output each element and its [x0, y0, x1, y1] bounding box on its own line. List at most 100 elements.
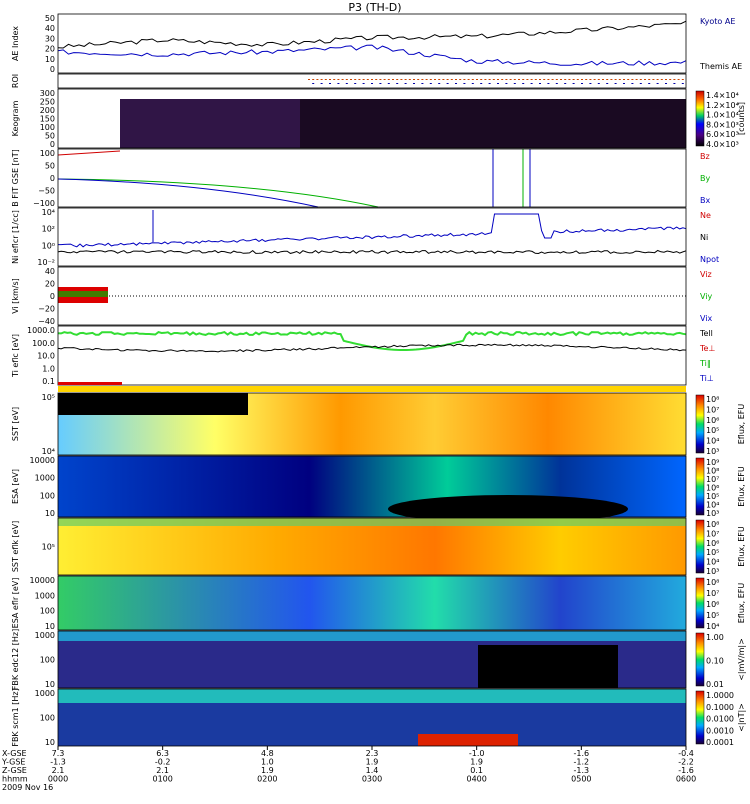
flag-bar	[58, 386, 686, 392]
x-tick-label: 2.1	[156, 766, 169, 775]
roi-mark	[408, 79, 411, 80]
roi-mark	[429, 83, 432, 84]
roi-mark	[606, 79, 609, 80]
keogram-content	[120, 99, 686, 148]
esa_i-cbar-label: Eflux, EFU	[737, 583, 746, 624]
roi-mark	[513, 79, 516, 80]
esa_e-ytick: 10	[45, 509, 55, 518]
keogram-cbar-tick: 4.0×10³	[706, 140, 739, 149]
bfit-ytick: 0	[50, 174, 55, 183]
roi-mark	[425, 79, 428, 80]
esa_e-cbar-tick: 10⁵	[706, 492, 719, 501]
roi-mark	[320, 83, 323, 84]
ti-legend-3: Ti⊥	[699, 374, 714, 383]
x-tick-label: 0100	[152, 775, 172, 784]
esa_e-cbar-tick: 10⁶	[706, 484, 719, 493]
roi-mark	[324, 79, 327, 80]
roi-frame	[57, 73, 687, 89]
keogram-ytick: 100	[40, 123, 55, 132]
x-tick-label: 2.3	[366, 749, 379, 758]
sst_i-cbar-tick: 10⁶	[706, 539, 719, 548]
roi-mark	[404, 79, 407, 80]
roi-mark	[606, 83, 609, 84]
esa_e-cbar-tick: 10³	[706, 509, 719, 518]
roi-mark	[530, 79, 533, 80]
x-tick-label: 2.1	[52, 766, 65, 775]
fbk1-content	[58, 631, 686, 688]
panel-esa_e: ESA [eV] 10000 1000 100 10 10⁹10⁸10⁷10⁶10⁵10⁴…	[11, 455, 746, 523]
x-tick-label: 1.9	[470, 758, 483, 767]
vi-data	[58, 291, 108, 297]
ni-legend-0: Ne	[700, 211, 711, 220]
keogram-cbar-tick: 1.2×10⁴	[706, 101, 739, 110]
ti-ytick: 1.0	[42, 364, 55, 373]
esa_e-cbar-tick: 10⁸	[706, 467, 719, 476]
roi-mark	[660, 79, 663, 80]
x-tick-label: 1.4	[366, 766, 379, 775]
roi-mark	[501, 79, 504, 80]
roi-ylabel: ROI	[11, 74, 20, 88]
roi-mark	[665, 79, 667, 80]
roi-mark	[539, 83, 541, 84]
bfit-frame	[57, 148, 687, 208]
bx-line	[57, 178, 319, 208]
roi-mark	[543, 79, 546, 80]
esa_e-ytick: 100	[40, 491, 55, 500]
ae-legend-1: Themis AE	[699, 62, 742, 71]
roi-mark	[623, 83, 625, 84]
tell-line	[57, 343, 687, 353]
roi-mark	[648, 83, 651, 84]
panel-bfit: B FIT GSE [nT] 100 50 0 −50 −100 Bz By Bx	[11, 148, 710, 208]
roi-mark	[677, 79, 680, 80]
x-tick-label: 1.9	[366, 758, 379, 767]
roi-mark	[639, 79, 642, 80]
roi-mark	[589, 83, 592, 84]
esa_i-cbar-tick: 10⁸	[706, 578, 719, 587]
roi-mark	[602, 79, 604, 80]
ae-ytick: 30	[45, 34, 55, 43]
ni-line	[58, 213, 687, 248]
sst_e-cbar-tick: 10⁶	[706, 416, 719, 425]
roi-mark	[450, 79, 453, 80]
roi-mark	[358, 79, 361, 80]
roi-mark	[480, 83, 483, 84]
roi-mark	[627, 79, 630, 80]
npot-line	[57, 249, 687, 255]
roi-mark	[497, 83, 499, 84]
roi-mark	[354, 79, 357, 80]
roi-mark	[438, 79, 441, 80]
roi-mark	[509, 79, 512, 80]
plot-title: P3 (TH-D)	[348, 1, 401, 14]
roi-mark	[320, 79, 323, 80]
x-tick-label: -1.6	[574, 749, 590, 758]
roi-mark	[421, 83, 424, 84]
roi-mark	[631, 79, 634, 80]
roi-mark	[656, 79, 659, 80]
keogram-ylabel: Keogram	[11, 100, 20, 136]
sst_i-ylabel: SST eflk [eV]	[11, 521, 20, 572]
sst_i-colorbar	[695, 519, 705, 574]
ni-ytick: 10⁴	[42, 208, 55, 217]
roi-mark	[312, 79, 315, 80]
fbk1-cbar-tick: 0.01	[706, 680, 724, 689]
fbk1-cbar-tick: 0.10	[706, 657, 724, 666]
x-tick-label: 0.1	[470, 766, 483, 775]
roi-mark	[463, 83, 466, 84]
roi-mark	[371, 79, 373, 80]
x-row-label: X-GSE	[2, 749, 27, 758]
ae-series-0	[57, 20, 687, 49]
sst_i-cbar-tick: 10⁴	[706, 558, 719, 567]
esa_i-ytick: 10	[45, 622, 55, 631]
bz-line	[57, 150, 121, 156]
esa_i-cbar-tick: 10⁵	[706, 611, 719, 620]
fbk2-ytick: 10	[45, 738, 55, 747]
ti-frame	[57, 325, 687, 386]
ni-content	[57, 210, 687, 255]
roi-mark	[379, 79, 382, 80]
roi-mark	[492, 79, 495, 80]
flag-marker	[58, 382, 122, 385]
